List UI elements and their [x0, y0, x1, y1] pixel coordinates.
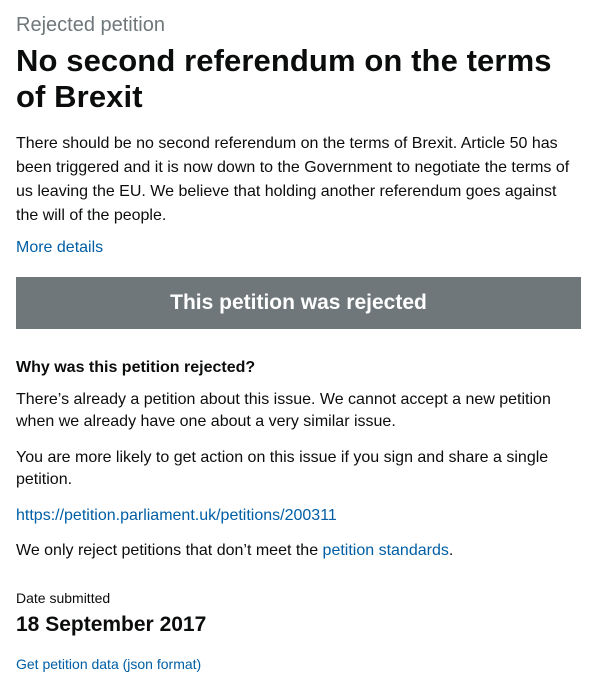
page-title: No second referendum on the terms of Bre…	[16, 43, 552, 114]
rejection-reason-paragraph: There’s already a petition about this is…	[16, 391, 551, 430]
petition-status-caption: Rejected petition	[16, 14, 165, 36]
more-details-link[interactable]: More details	[16, 239, 104, 256]
petition-standards-link[interactable]: petition standards	[322, 542, 449, 559]
sign-existing-petition-paragraph: You are more likely to get action on thi…	[16, 449, 549, 488]
standards-note-suffix: .	[448, 542, 454, 559]
petition-standards-note: We only reject petitions that don’t meet…	[16, 540, 453, 562]
date-submitted-value: 18 September 2017	[16, 613, 207, 636]
existing-petition-link[interactable]: https://petition.parliament.uk/petitions…	[16, 507, 337, 524]
rejection-reason-heading: Why was this petition rejected?	[16, 359, 256, 376]
petition-data-json-link[interactable]: Get petition data (json format)	[16, 656, 202, 672]
rejected-status-banner: This petition was rejected	[16, 277, 581, 329]
date-submitted-label: Date submitted	[16, 590, 111, 606]
petition-action-text: There should be no second referendum on …	[16, 135, 570, 224]
standards-note-prefix: We only reject petitions that don’t meet…	[16, 542, 323, 559]
